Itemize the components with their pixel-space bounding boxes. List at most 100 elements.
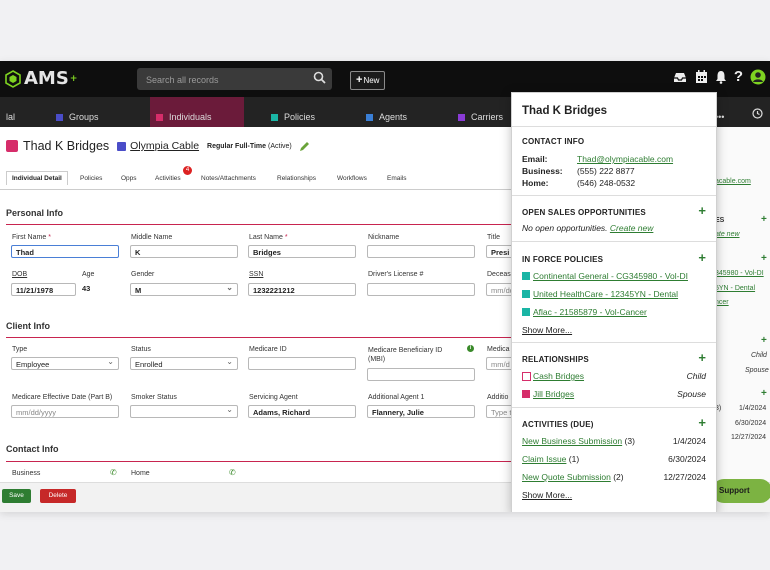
- add-activity-icon[interactable]: +: [698, 415, 706, 430]
- add-opp-icon[interactable]: +: [761, 214, 767, 225]
- add-relationship-icon[interactable]: +: [761, 335, 767, 346]
- nav-item-groups[interactable]: Groups: [56, 97, 99, 127]
- contact-rule: [6, 461, 526, 462]
- business-phone-label: Business: [12, 470, 41, 477]
- hexagon-logo-icon: [5, 69, 21, 88]
- policy-link-1[interactable]: Continental General - CG345980 - Vol-DI: [533, 271, 688, 281]
- deceased-label: Decease: [487, 271, 515, 278]
- activity-row-2[interactable]: Claim Issue (1): [522, 454, 579, 464]
- bell-icon[interactable]: [715, 70, 727, 84]
- ssn-label: SSN: [249, 271, 263, 278]
- title-label: Title: [487, 234, 500, 241]
- nav-item-carriers[interactable]: Carriers: [458, 97, 503, 127]
- popup-divider: [512, 195, 716, 196]
- search-icon[interactable]: [313, 71, 326, 84]
- add-policy-icon[interactable]: +: [698, 250, 706, 265]
- dob-label: DOB: [12, 271, 27, 278]
- nav-groups-label: Groups: [69, 112, 99, 122]
- nav-item-individuals[interactable]: Individuals: [150, 97, 244, 127]
- user-avatar-icon[interactable]: [750, 69, 766, 85]
- tab-opps[interactable]: Opps: [121, 175, 137, 182]
- dob-field[interactable]: 11/21/1978: [11, 283, 76, 296]
- info-icon[interactable]: i: [467, 345, 474, 352]
- contact-hover-card: Thad K Bridges CONTACT INFO Email: Thad@…: [511, 92, 717, 512]
- tab-relationships[interactable]: Relationships: [277, 175, 317, 182]
- policy3-fragment[interactable]: ncer: [715, 299, 729, 306]
- email-link[interactable]: Thad@olympiacable.com: [577, 154, 674, 164]
- calendar-icon[interactable]: [695, 70, 708, 84]
- drivers-license-field[interactable]: [367, 283, 475, 296]
- status-select[interactable]: Enrolled: [130, 357, 238, 370]
- show-more-activities[interactable]: Show More...: [522, 490, 573, 500]
- nav-policies-label: Policies: [284, 112, 316, 122]
- add-opportunity-icon[interactable]: +: [698, 203, 706, 218]
- first-name-field[interactable]: Thad: [11, 245, 119, 258]
- new-button[interactable]: +New: [350, 71, 386, 90]
- tab-notes[interactable]: Notes/Attachments: [201, 175, 256, 182]
- nav-carriers-label: Carriers: [471, 112, 504, 122]
- spouse-fragment: Spouse: [745, 367, 769, 374]
- servicing-agent-field[interactable]: Adams, Richard: [248, 405, 356, 418]
- add-policy-icon[interactable]: +: [761, 253, 767, 264]
- help-icon[interactable]: ?: [733, 68, 743, 85]
- tab-individual-detail[interactable]: Individual Detail: [6, 171, 68, 185]
- medicare-id-field[interactable]: [248, 357, 356, 370]
- policy-link-3[interactable]: Aflac - 21585879 - Vol-Cancer: [533, 307, 647, 317]
- nav-item-agents[interactable]: Agents: [366, 97, 407, 127]
- policy2-fragment[interactable]: 5YN - Dental: [715, 285, 756, 292]
- last-name-field[interactable]: Bridges: [248, 245, 356, 258]
- add-relationship-icon[interactable]: +: [698, 350, 706, 365]
- activity-link-3[interactable]: New Quote Submission: [522, 472, 611, 482]
- nav-more[interactable]: •••: [715, 112, 725, 122]
- activity-count-2: (1): [568, 454, 580, 464]
- tab-policies[interactable]: Policies: [80, 175, 103, 182]
- tab-activities[interactable]: Activities 4: [155, 166, 192, 182]
- phone-icon[interactable]: ✆: [110, 468, 117, 477]
- activity-row-3[interactable]: New Quote Submission (2): [522, 472, 624, 482]
- pencil-icon[interactable]: [299, 141, 310, 152]
- activity-count-3: (2): [613, 472, 624, 482]
- tab-emails[interactable]: Emails: [387, 175, 407, 182]
- global-search[interactable]: [137, 68, 332, 90]
- tab-workflows[interactable]: Workflows: [337, 175, 367, 182]
- first-name-label-text: First Name: [12, 234, 47, 241]
- policy-icon: [522, 272, 530, 280]
- record-header: Thad K Bridges Olympia Cable Regular Ful…: [6, 139, 310, 153]
- delete-button[interactable]: Delete: [40, 489, 76, 503]
- history-icon[interactable]: [752, 108, 763, 119]
- create-new-fragment[interactable]: ate new: [715, 231, 740, 238]
- add-activity-icon[interactable]: +: [761, 388, 767, 399]
- activity-row-1[interactable]: New Business Submission (3): [522, 436, 635, 446]
- medicare-id-label: Medicare ID: [249, 346, 287, 353]
- save-button[interactable]: Save: [2, 489, 31, 503]
- gender-select[interactable]: M: [130, 283, 238, 296]
- relationship-link-2[interactable]: Jill Bridges: [533, 389, 575, 399]
- additional-agent-field[interactable]: Flannery, Julie: [367, 405, 475, 418]
- middle-name-field[interactable]: K: [130, 245, 238, 258]
- nav-item-all[interactable]: lal: [6, 97, 15, 127]
- email-label: Email:: [522, 154, 548, 164]
- additional2-field[interactable]: Type t: [486, 405, 516, 418]
- policy-link-2[interactable]: United HealthCare - 12345YN - Dental: [533, 289, 679, 299]
- show-more-policies[interactable]: Show More...: [522, 325, 573, 335]
- relationship-link-1[interactable]: Cash Bridges: [533, 371, 585, 381]
- company-link[interactable]: Olympia Cable: [130, 140, 200, 152]
- activity-link-2[interactable]: Claim Issue: [522, 454, 567, 464]
- ams-logo[interactable]: AMS +: [4, 68, 77, 89]
- search-input[interactable]: [144, 71, 308, 89]
- create-new-link[interactable]: Create new: [609, 223, 654, 233]
- ssn-field[interactable]: 1232221212: [248, 283, 356, 296]
- medicare-effective-field[interactable]: mm/dd/yyyy: [11, 405, 119, 418]
- activity-link-1[interactable]: New Business Submission: [522, 436, 623, 446]
- last-name-label: Last Name *: [249, 234, 288, 241]
- support-button[interactable]: Support: [712, 479, 770, 503]
- phone-icon[interactable]: ✆: [229, 468, 236, 477]
- nickname-field[interactable]: [367, 245, 475, 258]
- email-fragment[interactable]: acable.com: [715, 178, 751, 185]
- smoker-select[interactable]: [130, 405, 238, 418]
- policy1-fragment[interactable]: 345980 - Vol-DI: [715, 270, 764, 277]
- nav-item-policies[interactable]: Policies: [271, 97, 315, 127]
- inbox-icon[interactable]: [672, 70, 688, 84]
- mbi-field[interactable]: [367, 368, 475, 381]
- type-select[interactable]: Employee: [11, 357, 119, 370]
